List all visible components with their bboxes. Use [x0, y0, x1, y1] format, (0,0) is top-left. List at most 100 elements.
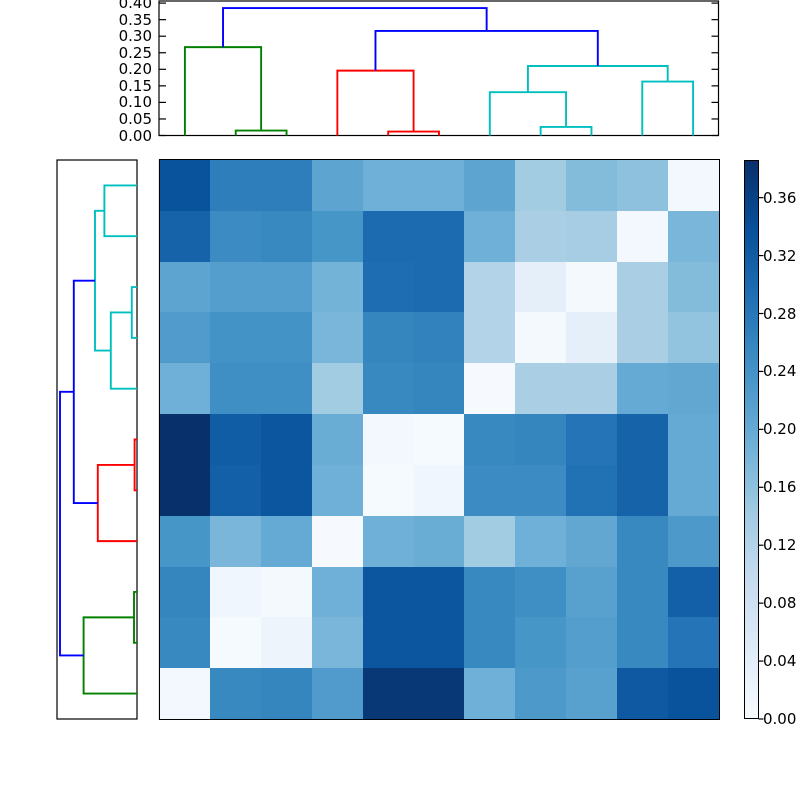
top-dendrogram-link — [183, 46, 263, 136]
heatmap-cell — [413, 210, 465, 263]
heatmap-cell — [566, 464, 618, 517]
heatmap-cell — [362, 515, 415, 568]
colorbar-tick-label: 0.08 — [763, 594, 797, 613]
heatmap-cell — [261, 617, 313, 669]
heatmap-cell — [210, 261, 262, 313]
heatmap-cell — [311, 414, 364, 466]
heatmap-cell — [311, 261, 364, 313]
heatmap-cell — [311, 617, 364, 669]
top-axis-tick-label: 0.35 — [118, 10, 152, 29]
heatmap-cell — [159, 363, 211, 415]
heatmap-cell — [616, 566, 669, 618]
top-dendrogram-link — [234, 129, 288, 136]
heatmap-cell — [566, 617, 618, 669]
heatmap-cell — [261, 566, 313, 618]
heatmap-cell — [362, 363, 415, 415]
heatmap-cell — [515, 668, 567, 720]
heatmap-cell — [311, 668, 364, 720]
heatmap-cell — [261, 668, 313, 720]
heatmap-cell — [311, 515, 364, 568]
heatmap-cell — [210, 515, 262, 568]
heatmap-cell — [210, 668, 262, 720]
heatmap-cell — [667, 668, 719, 720]
heatmap-cell — [616, 363, 669, 415]
heatmap-cell — [261, 160, 313, 212]
heatmap-cell — [362, 160, 415, 212]
left-dendrogram-axes-box — [56, 159, 138, 720]
heatmap-cell — [515, 160, 567, 212]
heatmap-cell — [311, 464, 364, 517]
heatmap-cell — [210, 566, 262, 618]
heatmap-cell — [413, 312, 465, 364]
heatmap-cell — [159, 210, 211, 263]
top-dendrogram-link — [488, 91, 567, 136]
heatmap-cell — [261, 261, 313, 313]
colorbar-tick-label: 0.28 — [763, 304, 797, 323]
top-dendrogram-link — [387, 130, 440, 136]
colorbar — [744, 160, 759, 719]
colorbar-tick-label: 0.00 — [763, 710, 797, 728]
heatmap-cell — [261, 464, 313, 517]
top-dendrogram-link — [222, 7, 488, 48]
heatmap-cell — [413, 261, 465, 313]
heatmap — [158, 159, 720, 720]
heatmap-cell — [667, 464, 719, 517]
heatmap-cell — [464, 210, 516, 263]
heatmap-cell — [413, 363, 465, 415]
heatmap-cell — [261, 414, 313, 466]
heatmap-cell — [616, 668, 669, 720]
heatmap-cell — [566, 363, 618, 415]
heatmap-cell — [667, 515, 719, 568]
heatmap-cell — [464, 363, 516, 415]
heatmap-cell — [616, 160, 669, 212]
heatmap-cell — [159, 464, 211, 517]
heatmap-cell — [464, 515, 516, 568]
heatmap-cell — [159, 668, 211, 720]
top-axis-tick-label: 0.40 — [118, 0, 152, 13]
heatmap-cell — [413, 515, 465, 568]
left-dendrogram-link — [133, 438, 137, 492]
heatmap-cell — [667, 414, 719, 466]
left-dendrogram-link — [130, 286, 137, 339]
heatmap-cell — [566, 210, 618, 263]
heatmap-cell — [311, 363, 364, 415]
heatmap-cell — [566, 566, 618, 618]
colorbar-tick-label: 0.36 — [763, 188, 797, 207]
top-axis-tick-label: 0.15 — [118, 76, 152, 95]
heatmap-cell — [515, 363, 567, 415]
top-axis-tick-label: 0.25 — [118, 43, 152, 62]
heatmap-cell — [210, 210, 262, 263]
heatmap-cell — [413, 566, 465, 618]
heatmap-cell — [667, 566, 719, 618]
heatmap-cell — [159, 414, 211, 466]
colorbar-tick-label: 0.16 — [763, 478, 797, 497]
heatmap-cell — [667, 261, 719, 313]
heatmap-cell — [159, 515, 211, 568]
heatmap-cell — [515, 464, 567, 517]
heatmap-cell — [311, 210, 364, 263]
heatmap-cell — [667, 160, 719, 212]
top-axis-tick-label: 0.10 — [118, 93, 152, 112]
heatmap-cell — [413, 160, 465, 212]
heatmap-cell — [362, 210, 415, 263]
colorbar-tick-label: 0.32 — [763, 246, 797, 265]
colorbar-tick-label: 0.04 — [763, 652, 797, 671]
heatmap-cell — [261, 515, 313, 568]
heatmap-cell — [515, 210, 567, 263]
heatmap-cell — [464, 668, 516, 720]
heatmap-cell — [616, 261, 669, 313]
heatmap-cell — [413, 617, 465, 669]
top-dendrogram-link — [641, 80, 695, 136]
heatmap-cell — [515, 617, 567, 669]
heatmap-cell — [362, 261, 415, 313]
heatmap-cell — [464, 160, 516, 212]
heatmap-cell — [566, 261, 618, 313]
heatmap-cell — [413, 414, 465, 466]
heatmap-cell — [210, 464, 262, 517]
heatmap-cell — [464, 617, 516, 669]
heatmap-cell — [210, 312, 262, 364]
top-dendrogram-link — [526, 65, 669, 93]
heatmap-cell — [210, 414, 262, 466]
heatmap-cell — [210, 617, 262, 669]
heatmap-cell — [159, 566, 211, 618]
